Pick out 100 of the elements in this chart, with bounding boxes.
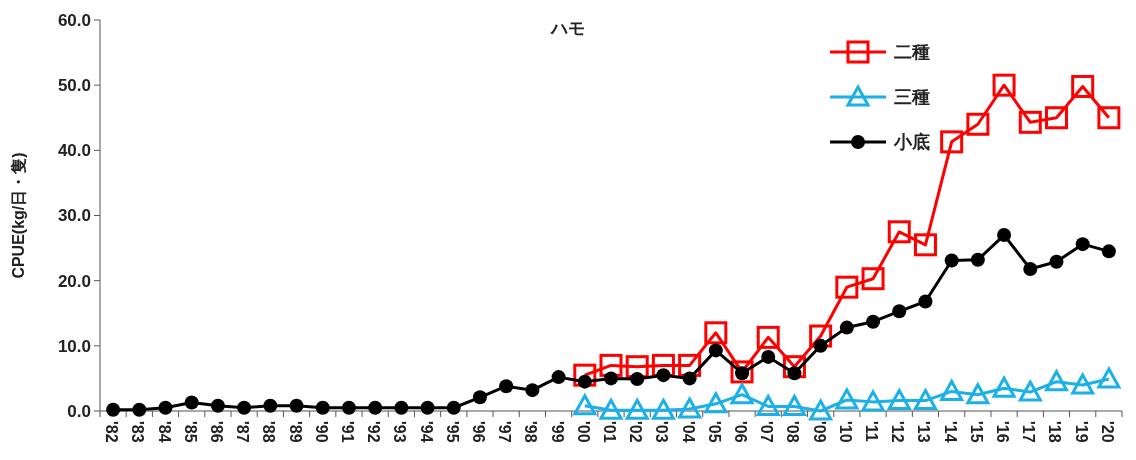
x-tick-label: '02 xyxy=(627,421,645,443)
point xyxy=(1071,373,1095,395)
point xyxy=(782,394,806,416)
point xyxy=(1097,106,1121,130)
point xyxy=(892,304,907,319)
x-tick-label: '17 xyxy=(1020,421,1038,443)
x-tick-label: '18 xyxy=(1046,421,1064,443)
point xyxy=(944,253,959,268)
y-axis-title: CPUE(kg/日・隻) xyxy=(10,152,27,279)
x-tick-label: '10 xyxy=(836,421,854,443)
point xyxy=(835,275,859,299)
x-tick-label: '85 xyxy=(181,421,199,443)
point xyxy=(756,394,780,416)
x-tick-label: '89 xyxy=(286,421,304,443)
point xyxy=(809,324,833,348)
legend-label: 三種 xyxy=(894,87,930,108)
point xyxy=(813,338,828,353)
point xyxy=(839,320,854,335)
y-tick-label: 10.0 xyxy=(57,336,91,356)
x-tick-label: '83 xyxy=(129,421,147,443)
point xyxy=(708,343,723,358)
point xyxy=(106,402,121,417)
point xyxy=(887,389,911,411)
x-tick-label: '97 xyxy=(496,421,514,443)
point xyxy=(499,379,514,394)
point xyxy=(394,400,409,415)
point xyxy=(992,73,1016,97)
y-tick-label: 60.0 xyxy=(57,10,91,30)
chart-title: ハモ xyxy=(549,19,585,38)
point xyxy=(651,398,675,420)
point xyxy=(551,370,566,385)
x-tick-label: '20 xyxy=(1098,421,1116,443)
x-tick-label: '15 xyxy=(967,421,985,443)
point xyxy=(809,399,833,421)
point xyxy=(1044,106,1068,130)
x-tick-label: '13 xyxy=(915,421,933,443)
point xyxy=(756,325,780,349)
x-tick-label: '84 xyxy=(155,421,173,443)
point xyxy=(599,353,623,377)
x-tick-label: '11 xyxy=(863,421,881,442)
point xyxy=(263,398,278,413)
x-tick-label: '96 xyxy=(469,421,487,443)
point xyxy=(289,398,304,413)
point xyxy=(913,389,937,411)
legend-label: 小底 xyxy=(893,132,930,153)
point xyxy=(997,228,1012,243)
point xyxy=(704,392,728,414)
y-tick-label: 30.0 xyxy=(57,206,91,226)
x-tick-label: '01 xyxy=(601,421,618,443)
point xyxy=(651,353,675,377)
x-tick-label: '00 xyxy=(574,421,592,443)
point xyxy=(625,355,649,379)
point xyxy=(625,398,649,420)
point xyxy=(1075,237,1090,252)
x-tick-label: '05 xyxy=(705,421,723,443)
y-tick-label: 50.0 xyxy=(57,76,91,96)
point xyxy=(861,267,885,291)
point xyxy=(525,383,540,398)
x-tick-label: '95 xyxy=(443,421,461,443)
point xyxy=(368,400,383,415)
point xyxy=(315,400,330,415)
x-tick-label: '19 xyxy=(1072,421,1090,443)
point xyxy=(940,130,964,154)
x-tick-label: '87 xyxy=(234,421,252,443)
y-tick-label: 20.0 xyxy=(57,271,91,291)
point xyxy=(730,360,754,384)
point xyxy=(341,400,356,415)
point xyxy=(966,383,990,405)
point xyxy=(210,398,225,413)
point xyxy=(573,363,597,387)
point xyxy=(970,252,985,267)
point xyxy=(472,390,487,405)
point xyxy=(966,112,990,136)
y-tick-label: 0.0 xyxy=(67,401,91,421)
x-tick-label: '09 xyxy=(810,421,828,443)
point xyxy=(1023,261,1038,276)
point xyxy=(887,220,911,244)
x-tick-label: '04 xyxy=(679,421,697,443)
point xyxy=(158,400,173,415)
x-tick-label: '14 xyxy=(941,421,959,443)
point xyxy=(682,371,697,386)
point xyxy=(1018,380,1042,402)
point xyxy=(835,388,859,410)
point xyxy=(940,379,964,401)
x-tick-label: '88 xyxy=(260,421,278,443)
point xyxy=(1018,110,1042,134)
point xyxy=(604,371,618,386)
x-tick-label: '12 xyxy=(889,421,907,443)
x-tick-label: '03 xyxy=(653,421,671,443)
x-tick-label: '91 xyxy=(338,421,356,443)
point xyxy=(678,353,702,377)
point xyxy=(913,233,937,257)
x-tick-label: '98 xyxy=(522,421,540,443)
point xyxy=(1044,370,1068,392)
point xyxy=(1097,367,1121,389)
point xyxy=(599,398,623,420)
point xyxy=(1049,254,1064,269)
x-tick-label: '94 xyxy=(417,421,435,443)
x-tick-label: '93 xyxy=(391,421,409,443)
x-tick-label: '08 xyxy=(784,421,802,443)
